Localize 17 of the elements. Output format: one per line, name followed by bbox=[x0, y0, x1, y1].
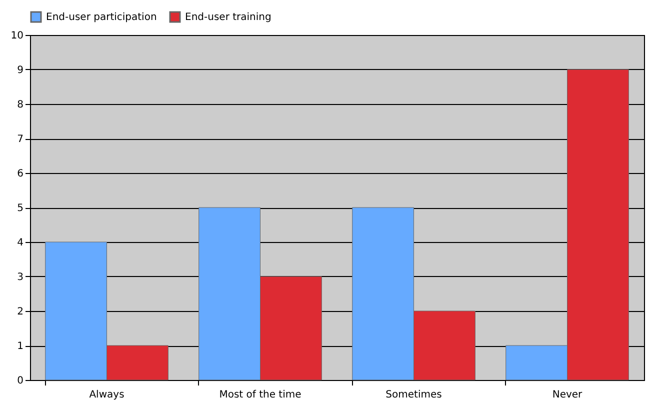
y-tick-label: 8 bbox=[17, 100, 24, 110]
y-tick-label: 5 bbox=[17, 203, 24, 214]
legend-label: End-user participation bbox=[46, 12, 157, 23]
y-tick-label: 7 bbox=[17, 134, 24, 145]
y-tick-label: 10 bbox=[10, 30, 24, 42]
x-tick-label: Most of the time bbox=[219, 390, 302, 400]
y-tick-label: 4 bbox=[17, 238, 24, 248]
y-tick-label: 1 bbox=[17, 341, 24, 352]
x-tick-label: Sometimes bbox=[386, 390, 442, 400]
x-tick-label: Never bbox=[552, 390, 584, 400]
y-tick-label: 9 bbox=[17, 65, 24, 76]
legend-label: End-user training bbox=[185, 12, 272, 23]
y-tick-label: 6 bbox=[17, 168, 24, 180]
y-tick-label: 3 bbox=[17, 272, 24, 283]
y-tick-label: 0 bbox=[17, 376, 24, 386]
y-tick-label: 2 bbox=[17, 306, 24, 318]
x-tick-label: Always bbox=[89, 390, 124, 400]
